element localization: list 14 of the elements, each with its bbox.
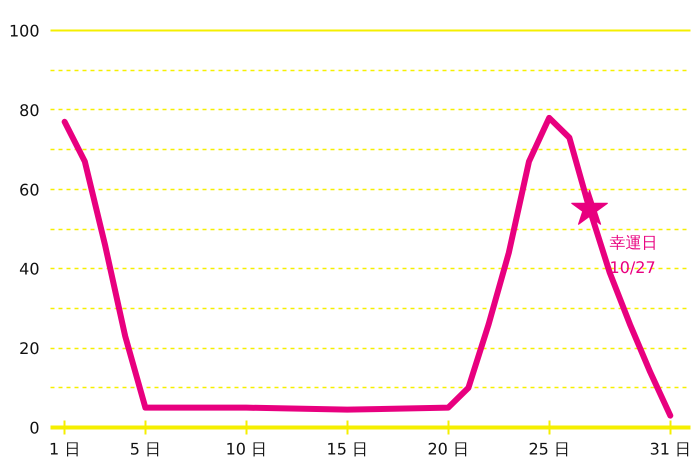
y-tick-label: 0	[29, 418, 40, 438]
x-tick-label: 31 日	[650, 440, 692, 458]
y-tick-label: 40	[19, 260, 40, 279]
x-tick-label: 5 日	[130, 440, 162, 458]
y-tick-label: 60	[19, 180, 40, 200]
y-tick-label: 20	[19, 339, 40, 358]
x-tick-label: 10 日	[226, 440, 268, 458]
x-tick-label: 25 日	[528, 440, 570, 458]
y-tick-label: 100	[8, 22, 40, 40]
x-tick-label: 1 日	[49, 440, 80, 458]
x-tick-label: 15 日	[326, 440, 368, 458]
annotation: 幸運日 10/27	[610, 233, 658, 277]
x-tick-label: 20 日	[428, 440, 469, 458]
y-tick-label: 80	[19, 100, 40, 120]
